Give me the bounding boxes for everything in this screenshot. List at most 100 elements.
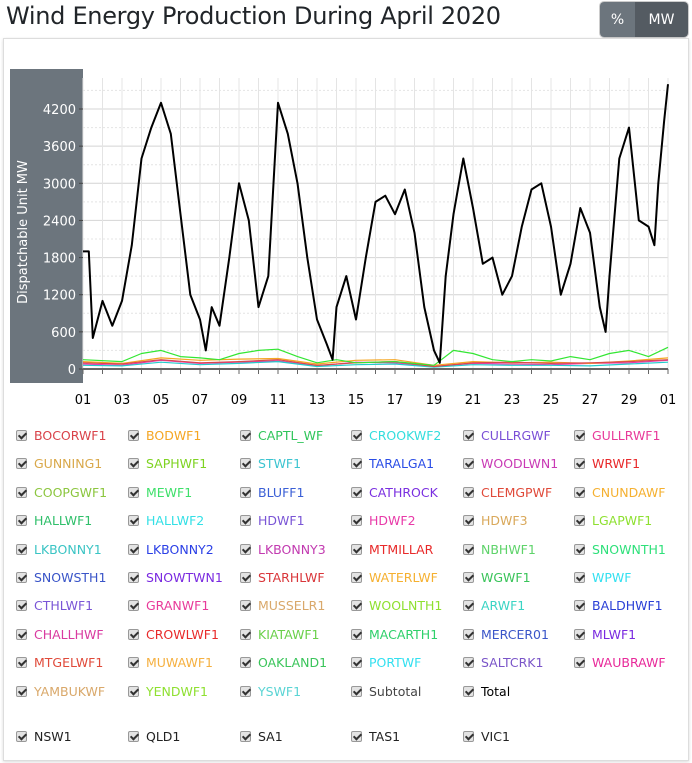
legend-item-mlwf1[interactable]: MLWF1 xyxy=(574,627,636,642)
checkbox[interactable] xyxy=(351,515,362,527)
legend-item-gunning1[interactable]: GUNNING1 xyxy=(16,456,102,471)
legend-item-waubrawf[interactable]: WAUBRAWF xyxy=(574,655,666,670)
legend-item-wrwf1[interactable]: WRWF1 xyxy=(574,456,640,471)
checkbox[interactable] xyxy=(128,731,139,742)
checkbox[interactable] xyxy=(128,486,139,498)
checkbox[interactable] xyxy=(574,628,585,640)
legend-item-crowlwf1[interactable]: CROWLWF1 xyxy=(128,627,219,642)
legend-item-crookwf2[interactable]: CROOKWF2 xyxy=(351,428,441,443)
checkbox[interactable] xyxy=(128,543,139,555)
checkbox[interactable] xyxy=(128,572,139,583)
legend-item-nbhwf1[interactable]: NBHWF1 xyxy=(463,542,536,557)
legend-item-snowsth1[interactable]: SNOWSTH1 xyxy=(16,570,106,585)
checkbox[interactable] xyxy=(463,458,474,470)
legend-item-woolnth1[interactable]: WOOLNTH1 xyxy=(351,598,442,613)
checkbox[interactable] xyxy=(16,430,27,441)
legend-item-saphwf1[interactable]: SAPHWF1 xyxy=(128,456,207,471)
checkbox[interactable] xyxy=(240,543,251,555)
percent-button[interactable]: % xyxy=(600,2,635,37)
legend-item-granwf1[interactable]: GRANWF1 xyxy=(128,598,209,613)
checkbox[interactable] xyxy=(463,572,474,583)
legend-item-wpwf[interactable]: WPWF xyxy=(574,570,631,585)
legend-item-sa1[interactable]: SA1 xyxy=(240,729,283,744)
legend-item-waterlwf[interactable]: WATERLWF xyxy=(351,570,438,585)
legend-item-taralga1[interactable]: TARALGA1 xyxy=(351,456,434,471)
checkbox[interactable] xyxy=(240,572,251,583)
checkbox[interactable] xyxy=(351,685,362,697)
legend-item-hdwf2[interactable]: HDWF2 xyxy=(351,513,416,528)
checkbox[interactable] xyxy=(16,458,27,470)
checkbox[interactable] xyxy=(128,515,139,527)
checkbox[interactable] xyxy=(463,486,474,498)
legend-item-hdwf3[interactable]: HDWF3 xyxy=(463,513,528,528)
checkbox[interactable] xyxy=(128,657,139,669)
checkbox[interactable] xyxy=(16,515,27,527)
legend-item-subtotal[interactable]: Subtotal xyxy=(351,684,421,699)
legend-item-muwawf1[interactable]: MUWAWF1 xyxy=(128,655,213,670)
checkbox[interactable] xyxy=(16,685,27,697)
legend-item-starhlwf[interactable]: STARHLWF xyxy=(240,570,325,585)
legend-item-bodwf1[interactable]: BODWF1 xyxy=(128,428,201,443)
legend-item-hallwf1[interactable]: HALLWF1 xyxy=(16,513,92,528)
checkbox[interactable] xyxy=(574,430,585,441)
checkbox[interactable] xyxy=(463,430,474,441)
legend-item-kiatawf1[interactable]: KIATAWF1 xyxy=(240,627,320,642)
checkbox[interactable] xyxy=(574,515,585,527)
legend-item-yswf1[interactable]: YSWF1 xyxy=(240,684,301,699)
legend-item-hdwf1[interactable]: HDWF1 xyxy=(240,513,305,528)
legend-item-cnundawf[interactable]: CNUNDAWF xyxy=(574,485,665,500)
legend-item-nsw1[interactable]: NSW1 xyxy=(16,729,72,744)
checkbox[interactable] xyxy=(351,572,362,583)
legend-item-yendwf1[interactable]: YENDWF1 xyxy=(128,684,208,699)
legend-item-captl_wf[interactable]: CAPTL_WF xyxy=(240,428,323,443)
checkbox[interactable] xyxy=(574,458,585,470)
checkbox[interactable] xyxy=(16,572,27,583)
checkbox[interactable] xyxy=(240,458,251,470)
legend-item-mewf1[interactable]: MEWF1 xyxy=(128,485,192,500)
legend-item-tas1[interactable]: TAS1 xyxy=(351,729,400,744)
legend-item-cthlwf1[interactable]: CTHLWF1 xyxy=(16,598,93,613)
checkbox[interactable] xyxy=(463,657,474,669)
checkbox[interactable] xyxy=(240,486,251,498)
checkbox[interactable] xyxy=(240,657,251,669)
legend-item-yambukwf[interactable]: YAMBUKWF xyxy=(16,684,105,699)
legend-item-saltcrk1[interactable]: SALTCRK1 xyxy=(463,655,543,670)
checkbox[interactable] xyxy=(240,600,251,612)
checkbox[interactable] xyxy=(574,572,585,583)
checkbox[interactable] xyxy=(16,628,27,640)
checkbox[interactable] xyxy=(240,430,251,441)
checkbox[interactable] xyxy=(351,543,362,555)
checkbox[interactable] xyxy=(128,430,139,441)
legend-item-gullrwf1[interactable]: GULLRWF1 xyxy=(574,428,660,443)
checkbox[interactable] xyxy=(463,515,474,527)
checkbox[interactable] xyxy=(574,657,585,669)
mw-button[interactable]: MW xyxy=(635,2,688,37)
legend-item-challhwf[interactable]: CHALLHWF xyxy=(16,627,104,642)
checkbox[interactable] xyxy=(16,486,27,498)
legend-item-wgwf1[interactable]: WGWF1 xyxy=(463,570,531,585)
checkbox[interactable] xyxy=(240,515,251,527)
legend-item-snownth1[interactable]: SNOWNTH1 xyxy=(574,542,666,557)
legend-item-cullrgwf[interactable]: CULLRGWF xyxy=(463,428,551,443)
checkbox[interactable] xyxy=(574,486,585,498)
legend-item-mtgelwf1[interactable]: MTGELWF1 xyxy=(16,655,103,670)
legend-item-lkbonny1[interactable]: LKBONNY1 xyxy=(16,542,102,557)
checkbox[interactable] xyxy=(463,600,474,612)
checkbox[interactable] xyxy=(16,657,27,669)
checkbox[interactable] xyxy=(463,685,474,697)
legend-item-total[interactable]: Total xyxy=(463,684,510,699)
checkbox[interactable] xyxy=(16,600,27,612)
checkbox[interactable] xyxy=(351,600,362,612)
legend-item-hallwf2[interactable]: HALLWF2 xyxy=(128,513,204,528)
checkbox[interactable] xyxy=(351,486,362,498)
legend-item-bocorwf1[interactable]: BOCORWF1 xyxy=(16,428,106,443)
checkbox[interactable] xyxy=(463,543,474,555)
legend-item-qld1[interactable]: QLD1 xyxy=(128,729,180,744)
checkbox[interactable] xyxy=(574,543,585,555)
checkbox[interactable] xyxy=(128,628,139,640)
legend-item-clemgpwf[interactable]: CLEMGPWF xyxy=(463,485,552,500)
checkbox[interactable] xyxy=(240,685,251,697)
legend-item-stwf1[interactable]: STWF1 xyxy=(240,456,301,471)
legend-item-lgapwf1[interactable]: LGAPWF1 xyxy=(574,513,652,528)
legend-item-macarth1[interactable]: MACARTH1 xyxy=(351,627,438,642)
